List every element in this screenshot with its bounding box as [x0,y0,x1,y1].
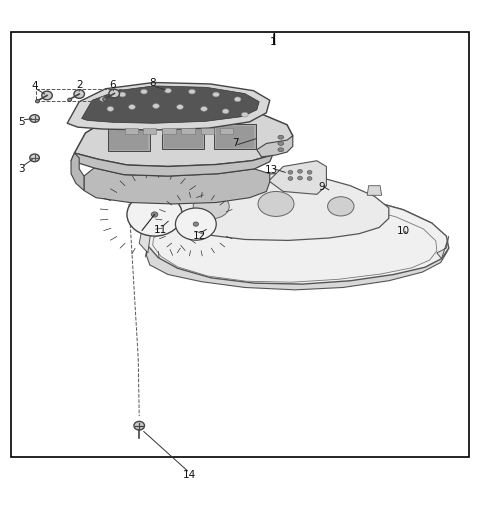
Text: 8: 8 [149,78,156,88]
Ellipse shape [74,90,84,98]
Ellipse shape [307,170,312,174]
Polygon shape [257,136,293,157]
Ellipse shape [234,97,241,102]
Ellipse shape [298,176,302,180]
Ellipse shape [175,208,216,240]
Polygon shape [71,153,273,176]
Ellipse shape [288,170,293,174]
Ellipse shape [129,104,135,109]
Ellipse shape [134,422,144,430]
Ellipse shape [278,135,284,139]
Text: 12: 12 [192,230,206,240]
Polygon shape [201,128,214,134]
Bar [11,32,469,457]
Text: 11: 11 [154,225,168,235]
Polygon shape [220,128,233,134]
Ellipse shape [278,142,284,145]
Polygon shape [84,168,270,204]
Polygon shape [108,126,150,151]
Text: 10: 10 [396,226,410,236]
Ellipse shape [193,194,229,219]
Ellipse shape [193,222,198,226]
Polygon shape [148,188,449,284]
Ellipse shape [100,97,107,102]
Ellipse shape [165,88,171,93]
Polygon shape [437,236,449,259]
Text: 6: 6 [109,80,116,90]
Ellipse shape [68,98,72,101]
Text: 5: 5 [18,117,25,127]
Ellipse shape [119,92,126,97]
Polygon shape [82,86,259,123]
Ellipse shape [30,154,39,162]
Ellipse shape [298,170,302,173]
Ellipse shape [30,114,39,122]
Text: 4: 4 [31,81,38,91]
Text: 13: 13 [264,165,278,175]
Ellipse shape [222,109,229,114]
Ellipse shape [151,212,158,217]
Ellipse shape [107,107,114,111]
Polygon shape [162,124,204,149]
Polygon shape [143,128,156,134]
Text: 7: 7 [232,139,239,149]
Polygon shape [367,186,382,195]
Ellipse shape [201,107,207,111]
Polygon shape [74,108,293,166]
Polygon shape [125,128,138,134]
Polygon shape [164,125,203,148]
Ellipse shape [141,89,147,94]
Ellipse shape [153,103,159,109]
Ellipse shape [42,91,52,100]
Polygon shape [139,229,151,253]
Text: 1: 1 [270,37,277,47]
Polygon shape [181,128,195,134]
Polygon shape [163,173,389,240]
Polygon shape [216,125,254,148]
Text: 14: 14 [183,470,196,480]
Text: 9: 9 [318,182,325,192]
Ellipse shape [36,100,39,103]
Polygon shape [162,128,176,134]
Ellipse shape [327,197,354,216]
Polygon shape [269,161,326,194]
Ellipse shape [288,176,293,181]
Polygon shape [175,185,190,194]
Polygon shape [71,153,84,191]
Polygon shape [67,82,270,130]
Text: 3: 3 [18,164,25,174]
Ellipse shape [127,193,182,236]
Polygon shape [214,124,256,149]
Ellipse shape [307,176,312,181]
Ellipse shape [213,92,219,97]
Ellipse shape [109,89,120,98]
Ellipse shape [241,112,248,117]
Polygon shape [109,128,148,150]
Ellipse shape [103,98,107,101]
Ellipse shape [189,89,195,94]
Ellipse shape [258,192,294,216]
Ellipse shape [177,104,183,109]
Polygon shape [146,188,449,290]
Text: 2: 2 [76,80,83,90]
Ellipse shape [278,148,284,152]
